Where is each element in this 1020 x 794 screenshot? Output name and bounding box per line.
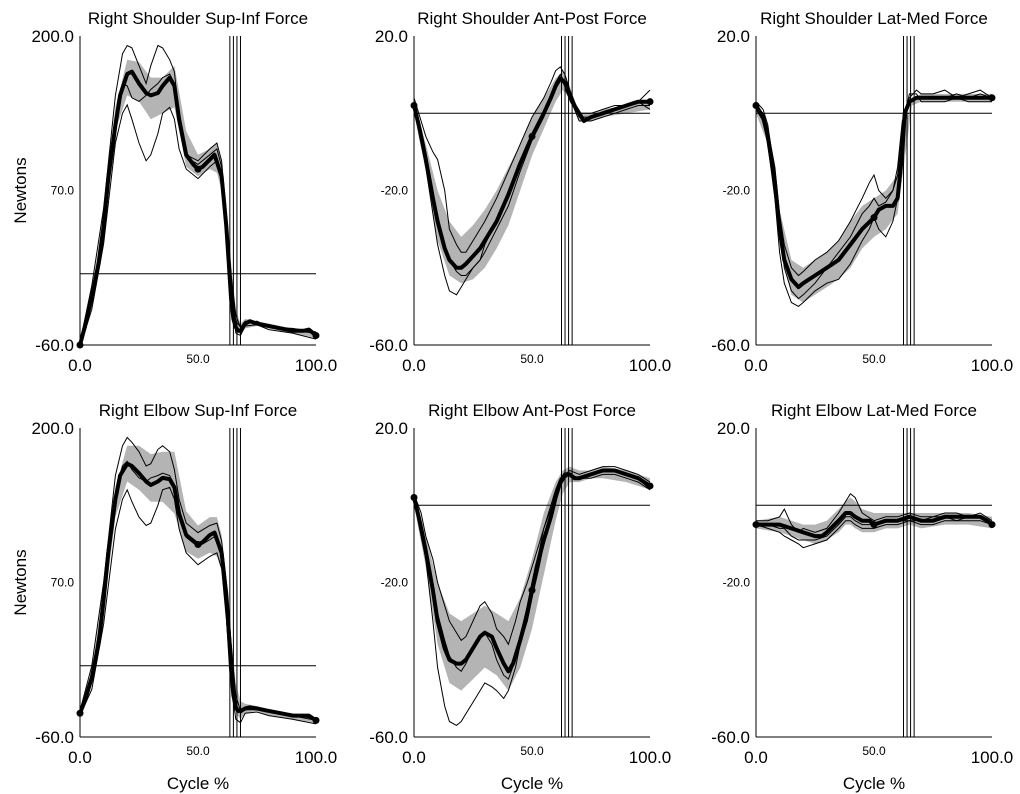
mean-marker [312, 716, 320, 724]
mean-line [78, 69, 318, 346]
y-axis-label: Newtons [11, 549, 30, 615]
mean-line [754, 95, 992, 290]
x-axis-label: Cycle % [843, 774, 905, 793]
mean-marker [870, 521, 878, 529]
trial-line [755, 93, 993, 277]
mean-line [756, 511, 994, 539]
mean-marker [988, 521, 996, 529]
y-tick-label: 20.0 [717, 419, 750, 438]
trial-line [756, 492, 993, 533]
y-tick-label: -60.0 [711, 728, 750, 747]
mean-marker [528, 132, 536, 140]
y-tick-label: 200.0 [31, 27, 74, 46]
mean-marker [194, 540, 202, 548]
chart-panel-5: 20.0 -20.0 -60.00.0 50.0 100.0 Right Elbow An… [369, 401, 671, 793]
mean-line [78, 461, 318, 723]
chart-panel-6: 20.0 -20.0 -60.00.0 50.0 100.0 Right Elbow La… [711, 401, 1013, 793]
trial-line [79, 486, 317, 725]
x-tick-label: 50.0 [186, 352, 210, 366]
sd-band [414, 70, 650, 284]
chart-title: Right Elbow Lat-Med Force [771, 401, 977, 420]
y-tick-label: -60.0 [369, 728, 408, 747]
y-axis-label: Newtons [11, 157, 30, 223]
x-tick-label: 100.0 [629, 356, 672, 375]
x-tick-label: 50.0 [862, 352, 886, 366]
mean-line [412, 76, 650, 270]
y-tick-label: 70.0 [51, 576, 75, 590]
x-tick-label: 0.0 [68, 356, 92, 375]
mean-marker [528, 586, 536, 594]
x-tick-label: 50.0 [862, 744, 886, 758]
y-tick-label: -60.0 [369, 336, 408, 355]
y-tick-label: -60.0 [711, 336, 750, 355]
mean-marker [312, 331, 320, 339]
mean-marker [646, 98, 654, 106]
chart-panel-1: 200.0 70.0 -60.00.0 50.0 100.0 Right Shoulder… [11, 9, 337, 375]
x-tick-label: 0.0 [68, 748, 92, 767]
mean-marker [870, 214, 878, 222]
chart-title: Right Shoulder Ant-Post Force [417, 9, 647, 28]
y-tick-label: -20.0 [381, 576, 409, 590]
trial-line [79, 44, 317, 343]
mean-marker [646, 482, 654, 490]
trial-line [413, 66, 651, 253]
y-tick-label: 200.0 [31, 419, 74, 438]
trial-line [79, 103, 317, 348]
mean-marker [194, 165, 202, 173]
trial-line [413, 466, 651, 646]
chart-title: Right Shoulder Sup-Inf Force [88, 9, 308, 28]
x-tick-label: 50.0 [186, 744, 210, 758]
x-tick-label: 100.0 [971, 748, 1014, 767]
y-tick-label: 20.0 [375, 27, 408, 46]
chart-title: Right Elbow Ant-Post Force [428, 401, 636, 420]
chart-panel-3: 20.0 -20.0 -60.00.0 50.0 100.0 Right Shoulder… [711, 9, 1013, 375]
x-tick-label: 100.0 [629, 748, 672, 767]
trial-line [755, 89, 993, 308]
x-tick-label: 50.0 [520, 744, 544, 758]
x-tick-label: 0.0 [744, 356, 768, 375]
y-tick-label: -20.0 [381, 184, 409, 198]
y-tick-label: 20.0 [717, 27, 750, 46]
x-axis-label: Cycle % [167, 774, 229, 793]
sd-band [80, 445, 316, 723]
trial-line [79, 436, 317, 720]
x-tick-label: 0.0 [402, 356, 426, 375]
y-tick-label: -20.0 [723, 576, 751, 590]
x-tick-label: 0.0 [402, 748, 426, 767]
x-axis-label: Cycle % [501, 774, 563, 793]
y-tick-label: -20.0 [723, 184, 751, 198]
x-tick-label: 100.0 [295, 748, 338, 767]
mean-line [412, 468, 652, 674]
trial-line [755, 520, 993, 549]
sd-band [80, 59, 316, 348]
chart-title: Right Elbow Sup-Inf Force [99, 401, 297, 420]
x-tick-label: 100.0 [295, 356, 338, 375]
y-tick-label: -60.0 [35, 728, 74, 747]
x-tick-label: 100.0 [971, 356, 1014, 375]
x-tick-label: 50.0 [520, 352, 544, 366]
chart-title: Right Shoulder Lat-Med Force [760, 9, 988, 28]
x-tick-label: 0.0 [744, 748, 768, 767]
sd-band [414, 466, 650, 691]
y-tick-label: 20.0 [375, 419, 408, 438]
y-tick-label: 70.0 [51, 184, 75, 198]
chart-panel-4: 200.0 70.0 -60.00.0 50.0 100.0 Right Elbow Su… [11, 401, 337, 793]
mean-marker [988, 94, 996, 102]
chart-panel-2: 20.0 -20.0 -60.00.0 50.0 100.0 Right Shoulder… [369, 9, 671, 375]
y-tick-label: -60.0 [35, 336, 74, 355]
